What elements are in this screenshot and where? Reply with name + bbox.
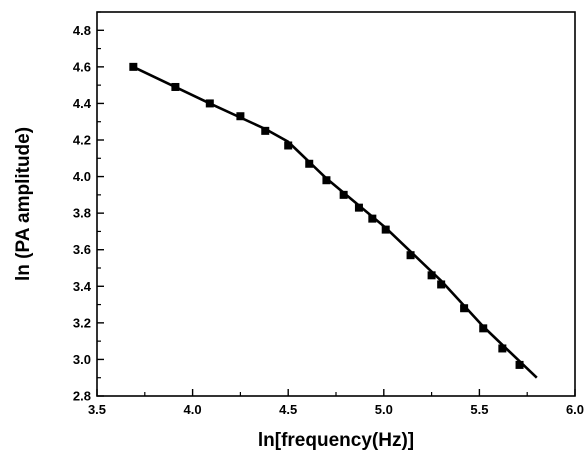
data-point	[284, 141, 293, 150]
x-tick-label: 5.5	[470, 402, 488, 417]
y-tick-label: 4.2	[73, 133, 91, 148]
y-tick-label: 4.4	[73, 96, 92, 111]
data-point	[261, 126, 270, 135]
y-tick-label: 2.8	[73, 389, 91, 404]
data-point	[171, 82, 180, 91]
data-point	[381, 225, 390, 234]
series-layer	[129, 62, 538, 379]
data-point	[339, 190, 348, 199]
y-tick-label: 3.0	[73, 352, 91, 367]
x-tick-label: 4.5	[279, 402, 297, 417]
y-tick-label: 3.6	[73, 242, 91, 257]
y-tick-label: 4.0	[73, 169, 91, 184]
fit-line	[132, 65, 538, 379]
ticks-layer: 3.5 4.0 4.5 5.0 5.5 6.0 2.8 3.0 3.2 3.4 3.6 3.8 4.0 4…	[73, 11, 584, 417]
y-tick-label: 4.8	[73, 23, 91, 38]
data-point	[305, 159, 314, 168]
x-tick-label: 5.0	[375, 402, 393, 417]
data-point	[479, 324, 488, 333]
y-tick-label: 4.6	[73, 59, 91, 74]
x-tick-label: 6.0	[566, 402, 584, 417]
y-tick-label: 3.2	[73, 315, 91, 330]
data-point	[498, 344, 507, 353]
y-tick-label: 3.8	[73, 206, 91, 221]
data-point	[427, 271, 436, 280]
data-point	[205, 99, 214, 108]
data-point	[236, 112, 245, 121]
data-point	[129, 62, 138, 71]
data-point	[354, 203, 363, 212]
x-axis-title: ln[frequency(Hz)]	[258, 430, 414, 451]
data-point	[460, 304, 469, 313]
x-tick-label: 3.5	[88, 402, 106, 417]
data-point	[406, 251, 415, 260]
data-point	[368, 214, 377, 223]
data-point	[437, 280, 446, 289]
x-tick-label: 4.0	[184, 402, 202, 417]
plot-frame	[96, 11, 576, 397]
y-axis-title: ln (PA amplitude)	[13, 127, 34, 281]
data-point	[515, 360, 524, 369]
y-tick-label: 3.4	[73, 279, 92, 294]
data-point	[322, 176, 331, 185]
